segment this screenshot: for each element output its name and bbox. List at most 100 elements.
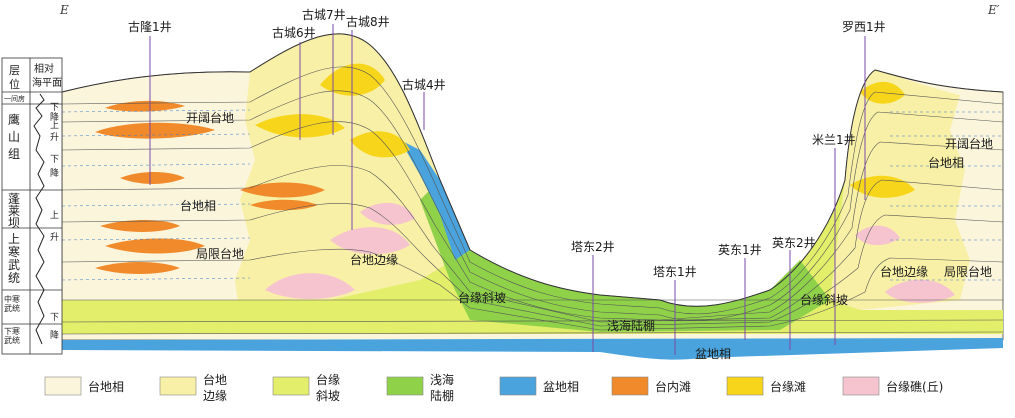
sea-level-mark: 上 (50, 120, 59, 131)
unit-label-char: 坝 (8, 216, 20, 230)
facies-label-open-platform-left: 开阔台地 (186, 110, 234, 125)
inner-shoal-8 (250, 199, 318, 211)
legend-swatch (499, 376, 537, 396)
sea-level-mark: 升 (50, 232, 59, 243)
facies-label-platform-left: 台地相 (180, 198, 216, 213)
unit-label-part: 武统 (4, 303, 20, 313)
facies-label-margin-right: 台地边缘 (880, 264, 928, 279)
unit-label-char: 莱 (8, 204, 20, 218)
facies-label-slope-right: 台缘斜坡 (800, 292, 848, 307)
inner-shoal-7 (240, 182, 325, 198)
legend-swatch (726, 376, 764, 396)
section-end-label: E′ (987, 3, 1000, 17)
minor-horizon-5 (61, 237, 251, 241)
inner-shoal-6 (95, 262, 180, 274)
minor-horizon-lines (61, 109, 1003, 281)
sea-level-mark: 下 (50, 155, 59, 165)
unit-label-part: 武统 (4, 335, 20, 345)
stratum-line-2 (61, 90, 1004, 321)
header-sea-1: 相对 (34, 62, 54, 75)
legend-swatch (386, 376, 424, 396)
facies-label-open-platform-right: 开阔台地 (945, 136, 993, 151)
stratum-line-8 (61, 319, 1004, 323)
inner-shoal-4 (100, 220, 180, 232)
header-sea-2: 海平面 (32, 76, 62, 89)
reef-mound-5 (885, 279, 955, 303)
facies-label-restricted-right: 局限台地 (944, 264, 992, 279)
legend-swatch (159, 376, 197, 396)
legend-label: 台缘滩 (770, 379, 806, 394)
legend-label: 台缘 (316, 372, 340, 387)
well-labels: 古隆1井 古城6井 古城7井 古城8井 古城4井 塔东2井 塔东1井 英东1井 … (128, 7, 886, 279)
well-label-yingdong1: 英东1井 (718, 243, 762, 257)
inner-shoal-3 (120, 172, 185, 184)
facies-label-restricted-left: 局限台地 (196, 246, 244, 261)
sea-level-mark: 下 (50, 103, 59, 113)
stratum-line-5 (61, 203, 1004, 327)
well-label-gucheng8: 古城8井 (346, 14, 390, 29)
strata-lines (61, 66, 1004, 335)
facies-label-shelf: 浅海陆棚 (607, 318, 655, 333)
well-label-luoxi1: 罗西1井 (842, 20, 886, 34)
sea-level-curve (33, 93, 45, 345)
well-label-tadong2: 塔东2井 (571, 240, 615, 254)
margin-shoal-3 (350, 131, 410, 158)
inner-shoal-2 (95, 122, 215, 139)
stratum-line-6 (61, 248, 1004, 331)
basin-fill (62, 338, 1003, 360)
facies-label-margin-left: 台地边缘 (350, 252, 398, 267)
minor-horizon-6 (61, 277, 251, 281)
legend-label: 台地 (203, 372, 227, 387)
well-markers (149, 24, 866, 355)
unit-label-char: 鹰 (8, 112, 20, 127)
well-label-gulong1: 古隆1井 (128, 19, 172, 34)
well-label-gucheng7: 古城7井 (302, 7, 346, 22)
unit-label-char: 武 (8, 258, 20, 272)
well-label-milan1: 米兰1井 (812, 133, 856, 147)
sea-level-mark: 降 (50, 111, 59, 123)
legend: 台地相 台地边缘 台缘斜坡 浅海陆棚 盆地相 台内滩 台缘滩 台缘礁(丘) (44, 372, 943, 403)
minor-horizon-2 (61, 133, 251, 137)
stratum-line-1 (61, 66, 1004, 315)
legend-swatch (611, 376, 649, 396)
unit-label-part: 下寒 (4, 326, 20, 336)
legend-label: 台内滩 (655, 379, 691, 394)
legend-swatch (842, 376, 880, 396)
reef-mound-2 (330, 227, 410, 255)
stratum-line-9 (61, 331, 1004, 335)
unit-label-char: 蓬 (8, 192, 20, 206)
facies-label-platform-right: 台地相 (928, 155, 964, 170)
unit-label-char: 寒 (8, 244, 20, 259)
sea-level-mark: 降 (50, 167, 59, 179)
minor-horizon-1 (61, 109, 251, 113)
reef-mound-4 (855, 225, 900, 246)
legend-label: 盆地相 (543, 380, 579, 394)
well-label-tadong1: 塔东1井 (653, 265, 697, 279)
legend-label: 浅海 (430, 372, 454, 387)
sea-level-mark: 降 (50, 329, 59, 341)
legend-swatch (44, 376, 82, 396)
unit-label-char: 组 (8, 147, 20, 161)
sea-level-mark: 上 (50, 210, 59, 221)
shelf-fill (420, 180, 830, 332)
legend-label: 陆棚 (430, 388, 454, 403)
unit-label-part: 中寒 (4, 294, 20, 304)
legend-label: 边缘 (203, 389, 227, 403)
unit-label-char: 山 (8, 130, 20, 144)
section-start-label: E (59, 3, 69, 17)
header-layer-2: 位 (9, 77, 20, 91)
column-frame (1, 57, 63, 355)
header-layer-1: 层 (9, 64, 20, 77)
section-top-outline (61, 33, 1004, 307)
minor-horizon-4 (61, 203, 251, 207)
inner-shoal-5 (105, 238, 205, 254)
unit-label-char: 上 (8, 232, 20, 246)
reef-mound-1 (265, 273, 355, 299)
legend-label: 台地相 (88, 379, 124, 394)
unit-label-yijianfang: 一间房 (4, 94, 25, 103)
facies-label-basin: 盆地相 (695, 347, 731, 361)
legend-swatch (272, 376, 310, 396)
basin-fill-slope (400, 140, 470, 260)
